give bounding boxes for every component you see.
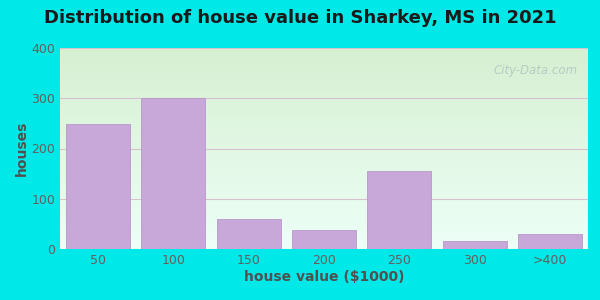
Bar bbox=[292, 230, 356, 249]
Bar bbox=[141, 98, 205, 249]
Bar bbox=[443, 242, 507, 249]
Bar bbox=[367, 171, 431, 249]
Text: Distribution of house value in Sharkey, MS in 2021: Distribution of house value in Sharkey, … bbox=[44, 9, 556, 27]
Bar bbox=[518, 234, 583, 249]
Y-axis label: houses: houses bbox=[14, 121, 28, 176]
Bar bbox=[217, 219, 281, 249]
Bar bbox=[65, 124, 130, 249]
Text: City-Data.com: City-Data.com bbox=[493, 64, 577, 77]
X-axis label: house value ($1000): house value ($1000) bbox=[244, 270, 404, 283]
